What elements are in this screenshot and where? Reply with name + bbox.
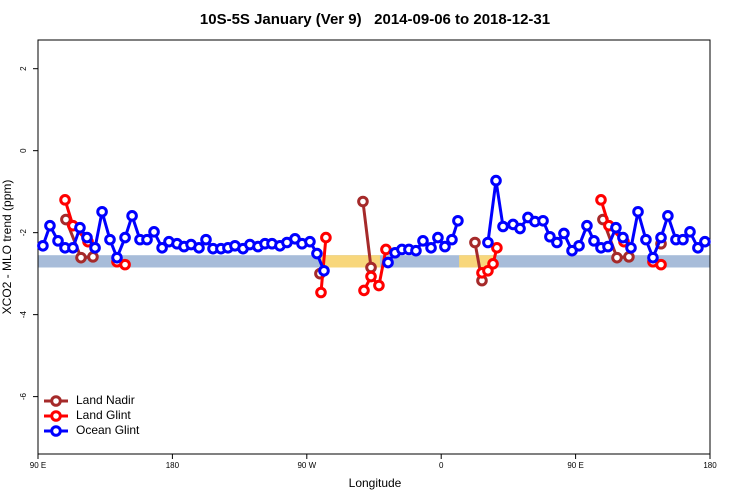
data-point [490, 174, 502, 187]
data-point [141, 233, 153, 246]
data-point [358, 284, 370, 297]
highlight-band [320, 255, 380, 268]
data-point [655, 231, 667, 244]
data-point [315, 286, 327, 299]
data-point [623, 251, 635, 263]
data-point [573, 239, 585, 252]
data-point [89, 242, 101, 254]
data-point [632, 205, 644, 218]
data-point [625, 242, 637, 254]
y-tick-label: 2 [19, 66, 28, 71]
data-point [647, 251, 659, 264]
data-point [595, 194, 607, 206]
data-point [75, 251, 87, 264]
data-point [126, 210, 138, 222]
data-point [544, 230, 556, 243]
data-point [44, 219, 56, 232]
data-point [119, 231, 131, 244]
data-point [677, 233, 689, 246]
legend-label: Ocean Glint [76, 423, 140, 437]
legend-label: Land Glint [76, 408, 131, 422]
data-point [469, 236, 481, 249]
data-point [304, 235, 316, 248]
data-point [692, 242, 704, 254]
data-point [446, 233, 458, 246]
x-tick-label: 90 E [567, 461, 583, 470]
legend-marker [50, 425, 62, 437]
data-point [439, 240, 451, 253]
data-point [558, 227, 570, 240]
data-point [104, 233, 116, 246]
data-point [87, 251, 99, 263]
data-point [380, 243, 392, 256]
x-tick-label: 0 [439, 461, 444, 470]
data-point [382, 256, 394, 269]
data-point [611, 251, 623, 264]
legend-marker [50, 395, 62, 407]
data-point [318, 264, 330, 277]
data-point [320, 231, 332, 244]
data-point [67, 242, 79, 254]
data-point [148, 226, 160, 238]
data-point [417, 235, 429, 247]
y-tick-label: -2 [19, 229, 28, 237]
data-point [432, 231, 444, 244]
data-point [373, 279, 385, 292]
data-point [482, 236, 494, 249]
x-axis-label: Longitude [349, 476, 402, 490]
data-point [193, 242, 205, 254]
data-point [551, 236, 563, 249]
data-point [200, 233, 212, 246]
data-point [357, 195, 369, 208]
data-point [81, 231, 93, 244]
data-point [410, 244, 422, 257]
data-point [537, 214, 549, 227]
x-tick-label: 180 [166, 461, 180, 470]
y-tick-label: -4 [19, 311, 28, 319]
data-point [96, 205, 108, 218]
legend-marker [50, 410, 62, 422]
data-point [452, 214, 464, 227]
data-point [365, 261, 377, 274]
data-point [588, 235, 600, 247]
highlight-band [459, 255, 495, 268]
data-point [487, 258, 499, 270]
x-tick-label: 90 W [297, 461, 316, 470]
y-axis-label: XCO2 - MLO trend (ppm) [0, 180, 14, 315]
data-point [59, 194, 71, 206]
data-point [425, 242, 437, 254]
data-point [74, 221, 86, 234]
data-point [311, 247, 323, 260]
data-point [640, 233, 652, 246]
data-point [491, 242, 503, 254]
data-point [662, 210, 674, 222]
data-point [37, 239, 49, 252]
data-point [602, 240, 614, 253]
chart-title: 10S-5S January (Ver 9) 2014-09-06 to 201… [200, 11, 550, 28]
data-point [52, 235, 64, 247]
data-point [699, 235, 711, 248]
data-point [119, 258, 131, 271]
data-point [581, 219, 593, 232]
series-line [66, 202, 661, 281]
y-tick-label: 0 [19, 148, 28, 153]
data-point [111, 251, 123, 264]
x-tick-label: 90 E [30, 461, 46, 470]
data-point [684, 226, 696, 238]
data-point [156, 242, 168, 254]
data-point [497, 220, 509, 233]
x-tick-label: 180 [703, 461, 717, 470]
data-point [655, 258, 667, 271]
y-tick-label: -6 [19, 393, 28, 401]
data-point [514, 222, 526, 235]
legend-label: Land Nadir [76, 393, 135, 407]
data-point [610, 221, 622, 234]
data-point [365, 270, 377, 283]
data-point [617, 231, 629, 244]
